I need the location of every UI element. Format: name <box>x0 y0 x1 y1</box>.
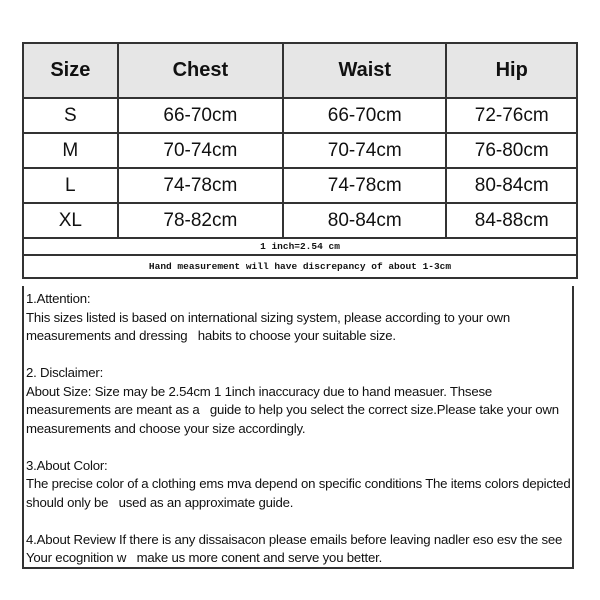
cell-chest: 78-82cm <box>116 202 285 239</box>
cell-hip: 84-88cm <box>445 202 578 239</box>
note-color: 3.About Color: The precise color of a clo… <box>26 457 572 513</box>
cell-hip: 72-76cm <box>445 97 578 134</box>
cell-waist: 74-78cm <box>282 167 448 204</box>
note-body: 4.About Review If there is any dissaisac… <box>26 531 566 566</box>
cell-chest: 70-74cm <box>116 132 285 169</box>
note-title: 1.Attention: <box>26 291 91 306</box>
note-body: The precise color of a clothing ems mva … <box>26 476 574 510</box>
cell-size: L <box>22 167 119 204</box>
notes-box: 1.Attention: This sizes listed is based o… <box>22 286 574 569</box>
note-title: 2. Disclaimer: <box>26 365 104 380</box>
note-title: 3.About Color: <box>26 457 108 473</box>
cell-hip: 76-80cm <box>445 132 578 169</box>
header-waist: Waist <box>282 42 448 99</box>
table-row: M 70-74cm 70-74cm 76-80cm <box>22 132 578 169</box>
cell-waist: 66-70cm <box>282 97 448 134</box>
note-disclaimer: 2. Disclaimer: About Size: Size may be 2.… <box>26 364 572 438</box>
cell-size: XL <box>22 202 119 239</box>
cell-hip: 80-84cm <box>445 167 578 204</box>
size-chart-table: Size Chest Waist Hip S 66-70cm 66-70cm 7… <box>22 42 578 279</box>
note-body: This sizes listed is based on internatio… <box>26 309 514 344</box>
inch-note-row: 1 inch=2.54 cm <box>22 237 578 256</box>
header-hip: Hip <box>445 42 578 99</box>
note-review: 4.About Review If there is any dissaisac… <box>26 531 572 568</box>
cell-chest: 66-70cm <box>116 97 285 134</box>
hand-note-row: Hand measurement will have discrepancy o… <box>22 254 578 279</box>
cell-waist: 70-74cm <box>282 132 448 169</box>
table-row: L 74-78cm 74-78cm 80-84cm <box>22 167 578 204</box>
note-attention: 1.Attention: This sizes listed is based o… <box>26 290 572 346</box>
table-header-row: Size Chest Waist Hip <box>22 42 578 99</box>
cell-size: S <box>22 97 119 134</box>
table-row: S 66-70cm 66-70cm 72-76cm <box>22 97 578 134</box>
inch-note: 1 inch=2.54 cm <box>22 237 578 256</box>
cell-size: M <box>22 132 119 169</box>
table-row: XL 78-82cm 80-84cm 84-88cm <box>22 202 578 239</box>
header-size: Size <box>22 42 119 99</box>
header-chest: Chest <box>116 42 285 99</box>
cell-waist: 80-84cm <box>282 202 448 239</box>
cell-chest: 74-78cm <box>116 167 285 204</box>
note-body: About Size: Size may be 2.54cm 1 1inch i… <box>26 383 563 436</box>
hand-measurement-note: Hand measurement will have discrepancy o… <box>22 254 578 279</box>
